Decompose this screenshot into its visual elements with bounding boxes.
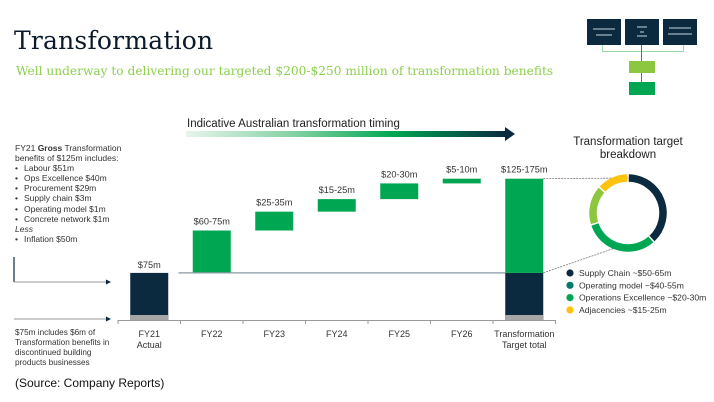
notes-heading-prefix: FY21 xyxy=(15,143,38,153)
bar-value-label: $5-10m xyxy=(446,165,477,175)
bar-value-label: $125-175m xyxy=(501,165,548,175)
legend-marker xyxy=(566,294,574,302)
thumb-connector xyxy=(602,45,684,52)
notes-heading-bold: Gross xyxy=(37,143,63,153)
timing-title: Indicative Australian transformation tim… xyxy=(187,118,400,130)
source-note: (Source: Company Reports) xyxy=(15,376,165,390)
thumb-box xyxy=(629,82,655,95)
bar-value-label: $25-35m xyxy=(256,198,293,208)
notes-less-label: Less xyxy=(15,223,33,234)
strategy-thumbnail-diagram xyxy=(587,19,709,99)
arrow-right-icon xyxy=(106,316,111,322)
arrow-right-icon xyxy=(106,279,111,285)
notes-heading-suffix: Transformation xyxy=(62,143,122,153)
list-item: Concrete network $1m xyxy=(15,214,121,224)
legend-label: Operating model ~$40-55m xyxy=(579,280,684,290)
donut-legend: Supply Chain ~$50-65m Operating model ~$4… xyxy=(566,268,706,315)
bar-value-label: $75m xyxy=(138,260,161,270)
zoom-connector-line xyxy=(543,246,619,274)
x-tick-label: FY22 xyxy=(201,329,223,339)
footnote: $75m includes $6m of Transformation bene… xyxy=(15,328,110,367)
bar-fy21-actual xyxy=(130,272,169,320)
bar-fy23 xyxy=(255,211,294,231)
bar-discontinued-portion xyxy=(130,315,169,320)
x-tick-label: Actual xyxy=(137,340,162,350)
thumb-box xyxy=(625,19,659,45)
donut-chart xyxy=(589,174,667,252)
bar-fy22 xyxy=(192,230,231,273)
bar-value-label: $20-30m xyxy=(381,169,418,179)
notes-heading-line2: benefits of $125m includes: xyxy=(15,153,119,164)
list-item: Supply chain $3m xyxy=(15,193,121,203)
notes-items: Labour $51m Ops Excellence $40m Procurem… xyxy=(15,163,121,224)
page-subtitle: Well underway to delivering our targeted… xyxy=(16,64,554,78)
donut-slice xyxy=(599,174,628,192)
x-tick-label: FY21 xyxy=(138,329,160,339)
list-item: Labour $51m xyxy=(15,163,121,173)
legend-marker xyxy=(566,281,574,289)
notes-less-items: Inflation $50m xyxy=(15,234,121,244)
gross-benefits-notes: FY21 Gross Transformation benefits of $1… xyxy=(15,143,121,244)
x-tick-label: Transformation xyxy=(494,329,554,339)
bar-value-label: $60-75m xyxy=(194,217,231,227)
x-tick-label: FY25 xyxy=(388,329,410,339)
timing-arrow-shaft xyxy=(186,131,506,137)
x-tick-label: FY23 xyxy=(263,329,285,339)
thumb-box xyxy=(587,19,621,45)
thumb-box xyxy=(663,19,697,45)
page-title: Transformation xyxy=(14,26,214,55)
thumb-connector xyxy=(641,45,642,61)
x-tick-label: Target total xyxy=(502,340,547,350)
bar-value-label: $15-25m xyxy=(319,185,356,195)
legend-label: Supply Chain ~$50-65m xyxy=(579,268,671,278)
bar-fy26 xyxy=(442,178,481,184)
legend-marker xyxy=(566,269,574,277)
list-item: Inflation $50m xyxy=(15,234,121,244)
donut-slice xyxy=(628,174,667,242)
bar-fy25 xyxy=(380,183,419,200)
thumb-box xyxy=(629,61,655,73)
legend-label: Adjacencies ~$15-25m xyxy=(579,305,667,315)
bar-fy24 xyxy=(317,199,356,212)
list-item: Operating model $1m xyxy=(15,204,121,214)
bar-total-base xyxy=(505,272,544,320)
donut-title-line1: Transformation target xyxy=(573,136,683,148)
list-item: Ops Excellence $40m xyxy=(15,173,121,183)
donut-slice xyxy=(591,223,654,252)
x-tick-label: FY26 xyxy=(451,329,473,339)
legend-marker xyxy=(566,306,574,314)
legend-label: Operations Excellence ~$20-30m xyxy=(579,293,706,303)
bar-total-transformation xyxy=(505,178,544,273)
thumb-connector xyxy=(641,73,642,83)
list-item: Procurement $29m xyxy=(15,183,121,193)
timing-arrow-head-icon xyxy=(505,127,515,141)
notes-heading: FY21 Gross Transformation xyxy=(15,143,121,153)
bar-discontinued-portion xyxy=(505,315,544,320)
donut-title-line2: breakdown xyxy=(600,149,656,161)
donut-slice xyxy=(589,187,605,225)
waterfall-bars: $75m $60-75m $25-35m $15-25m $20-30m $5-10m $1… xyxy=(130,165,629,320)
x-tick-label: FY24 xyxy=(326,329,348,339)
